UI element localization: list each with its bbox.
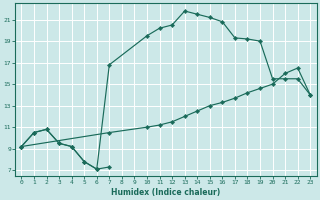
X-axis label: Humidex (Indice chaleur): Humidex (Indice chaleur): [111, 188, 220, 197]
